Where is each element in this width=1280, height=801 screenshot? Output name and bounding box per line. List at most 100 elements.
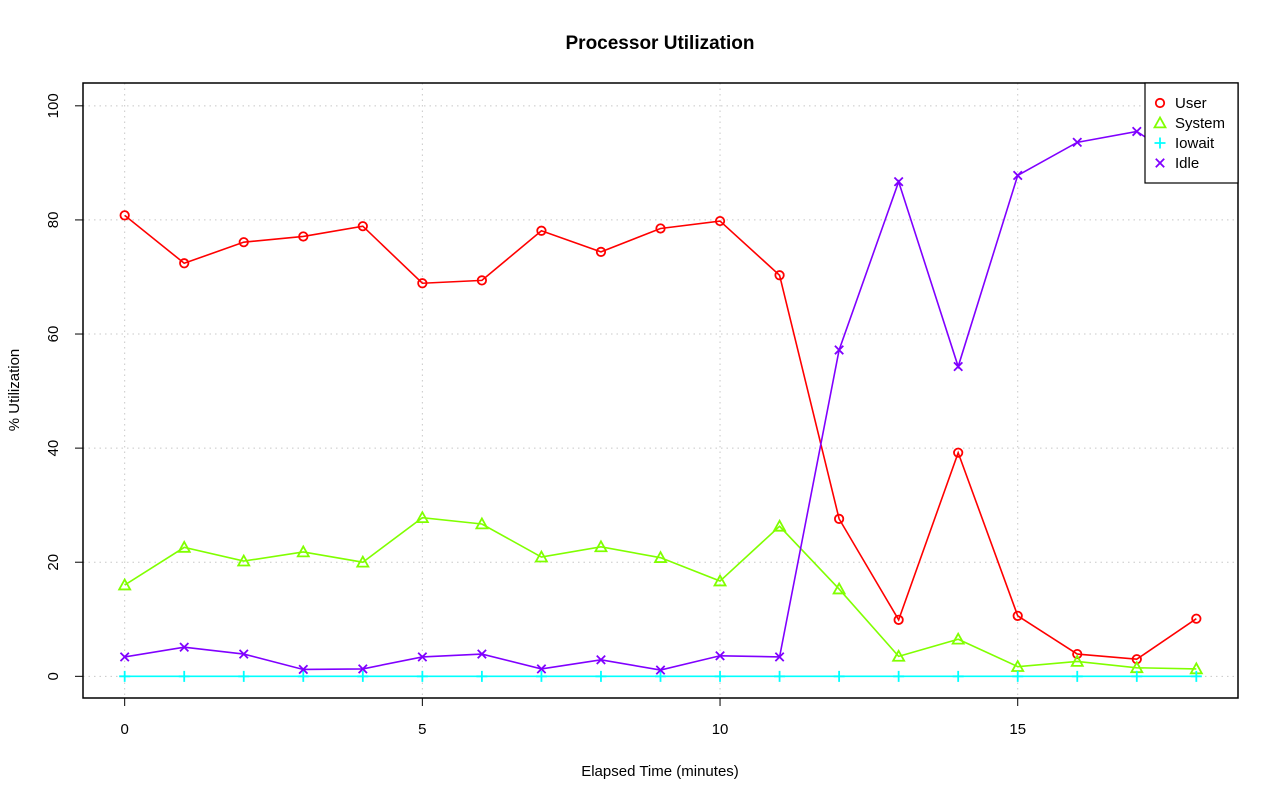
data-point-iowait (297, 670, 309, 682)
data-point-user (476, 275, 487, 286)
data-point-idle (893, 176, 904, 187)
y-tick-label: 0 (45, 672, 62, 680)
data-point-idle (596, 654, 606, 665)
series-markers (117, 126, 1204, 682)
legend-items: User System Iowait Idle (1152, 95, 1225, 172)
data-point-iowait (595, 670, 607, 682)
y-tick-label: 60 (45, 326, 62, 343)
data-point-system (355, 554, 370, 568)
data-point-user (298, 231, 309, 242)
data-point-system (713, 573, 728, 587)
data-point-user (774, 270, 785, 281)
x-tick-label: 0 (121, 721, 129, 738)
data-point-iowait (238, 670, 250, 682)
x-tick-label: 15 (1009, 721, 1026, 738)
data-point-system (772, 518, 787, 532)
data-point-user (834, 513, 845, 524)
data-point-system (117, 577, 132, 591)
y-axis-label: % Utilization (6, 349, 23, 432)
legend-marker-user (1154, 97, 1166, 109)
data-point-iowait (1190, 670, 1202, 682)
data-point-idle (179, 642, 190, 653)
y-tick-label: 100 (45, 93, 62, 118)
legend-marker-idle (1155, 158, 1165, 168)
data-point-system (296, 544, 311, 558)
y-tick-label: 40 (45, 440, 62, 457)
legend-label-iowait: Iowait (1175, 135, 1215, 152)
data-point-system (832, 581, 847, 595)
data-point-user (595, 246, 607, 257)
data-point-iowait (416, 670, 428, 682)
data-point-system (951, 631, 966, 645)
data-point-user (417, 278, 428, 289)
chart-title: Processor Utilization (566, 33, 755, 54)
legend-label-idle: Idle (1175, 155, 1199, 172)
data-point-system (891, 649, 906, 662)
x-tick-label: 10 (712, 721, 729, 738)
data-point-iowait (476, 670, 488, 682)
data-point-idle (834, 345, 844, 355)
grid-lines (83, 83, 1238, 698)
data-point-idle (477, 649, 487, 659)
data-point-iowait (535, 670, 547, 682)
data-point-idle (1072, 137, 1083, 148)
data-point-system (474, 516, 489, 530)
data-point-idle (953, 361, 964, 372)
legend: User System Iowait Idle (1144, 82, 1239, 184)
data-point-user (238, 237, 249, 248)
data-point-user (714, 215, 726, 227)
data-point-system (415, 510, 430, 524)
data-point-iowait (1131, 670, 1143, 682)
data-point-user (357, 221, 368, 232)
data-point-user (655, 223, 666, 234)
data-point-idle (1131, 126, 1142, 137)
data-point-iowait (774, 670, 786, 682)
data-point-system (236, 553, 251, 567)
data-point-system (653, 550, 668, 563)
data-point-idle (536, 664, 547, 674)
data-point-idle (238, 649, 249, 659)
data-point-user (1191, 613, 1202, 624)
data-point-user (893, 614, 904, 625)
legend-label-user: User (1175, 95, 1207, 112)
legend-label-system: System (1175, 115, 1225, 132)
series-lines (124, 130, 1197, 678)
data-point-idle (119, 652, 130, 662)
y-tick-label: 20 (45, 554, 62, 571)
legend-marker-system (1152, 115, 1168, 129)
data-point-iowait (178, 670, 190, 682)
series-line-idle (124, 130, 1197, 671)
data-point-system (1070, 654, 1085, 667)
data-point-user (179, 258, 190, 269)
axes: 0 5 10 15 0 20 40 60 80 100 (45, 93, 1026, 738)
data-point-user (1072, 648, 1083, 660)
data-point-user (953, 447, 964, 458)
data-point-iowait (714, 670, 726, 682)
data-point-iowait (655, 670, 666, 682)
data-point-idle (774, 652, 785, 662)
data-point-iowait (1071, 670, 1083, 682)
data-point-iowait (833, 670, 845, 682)
data-point-user (536, 225, 547, 236)
data-point-iowait (952, 670, 964, 682)
plot-frame (82, 82, 1239, 699)
data-point-idle (1012, 170, 1023, 181)
data-point-iowait (357, 670, 369, 682)
x-axis-label: Elapsed Time (minutes) (581, 763, 739, 780)
data-point-user (119, 210, 130, 221)
series-line-user (124, 214, 1197, 661)
legend-marker-iowait (1154, 137, 1166, 149)
data-point-system (593, 539, 608, 553)
series-line-system (124, 516, 1197, 670)
data-point-idle (357, 664, 368, 674)
data-point-user (1012, 610, 1023, 621)
data-point-idle (417, 652, 428, 662)
x-tick-label: 5 (418, 721, 426, 738)
data-point-iowait (1012, 670, 1024, 682)
data-point-idle (655, 665, 666, 675)
data-point-idle (715, 650, 725, 661)
data-point-iowait (893, 670, 905, 682)
data-point-idle (298, 664, 309, 675)
data-point-system (177, 540, 192, 553)
